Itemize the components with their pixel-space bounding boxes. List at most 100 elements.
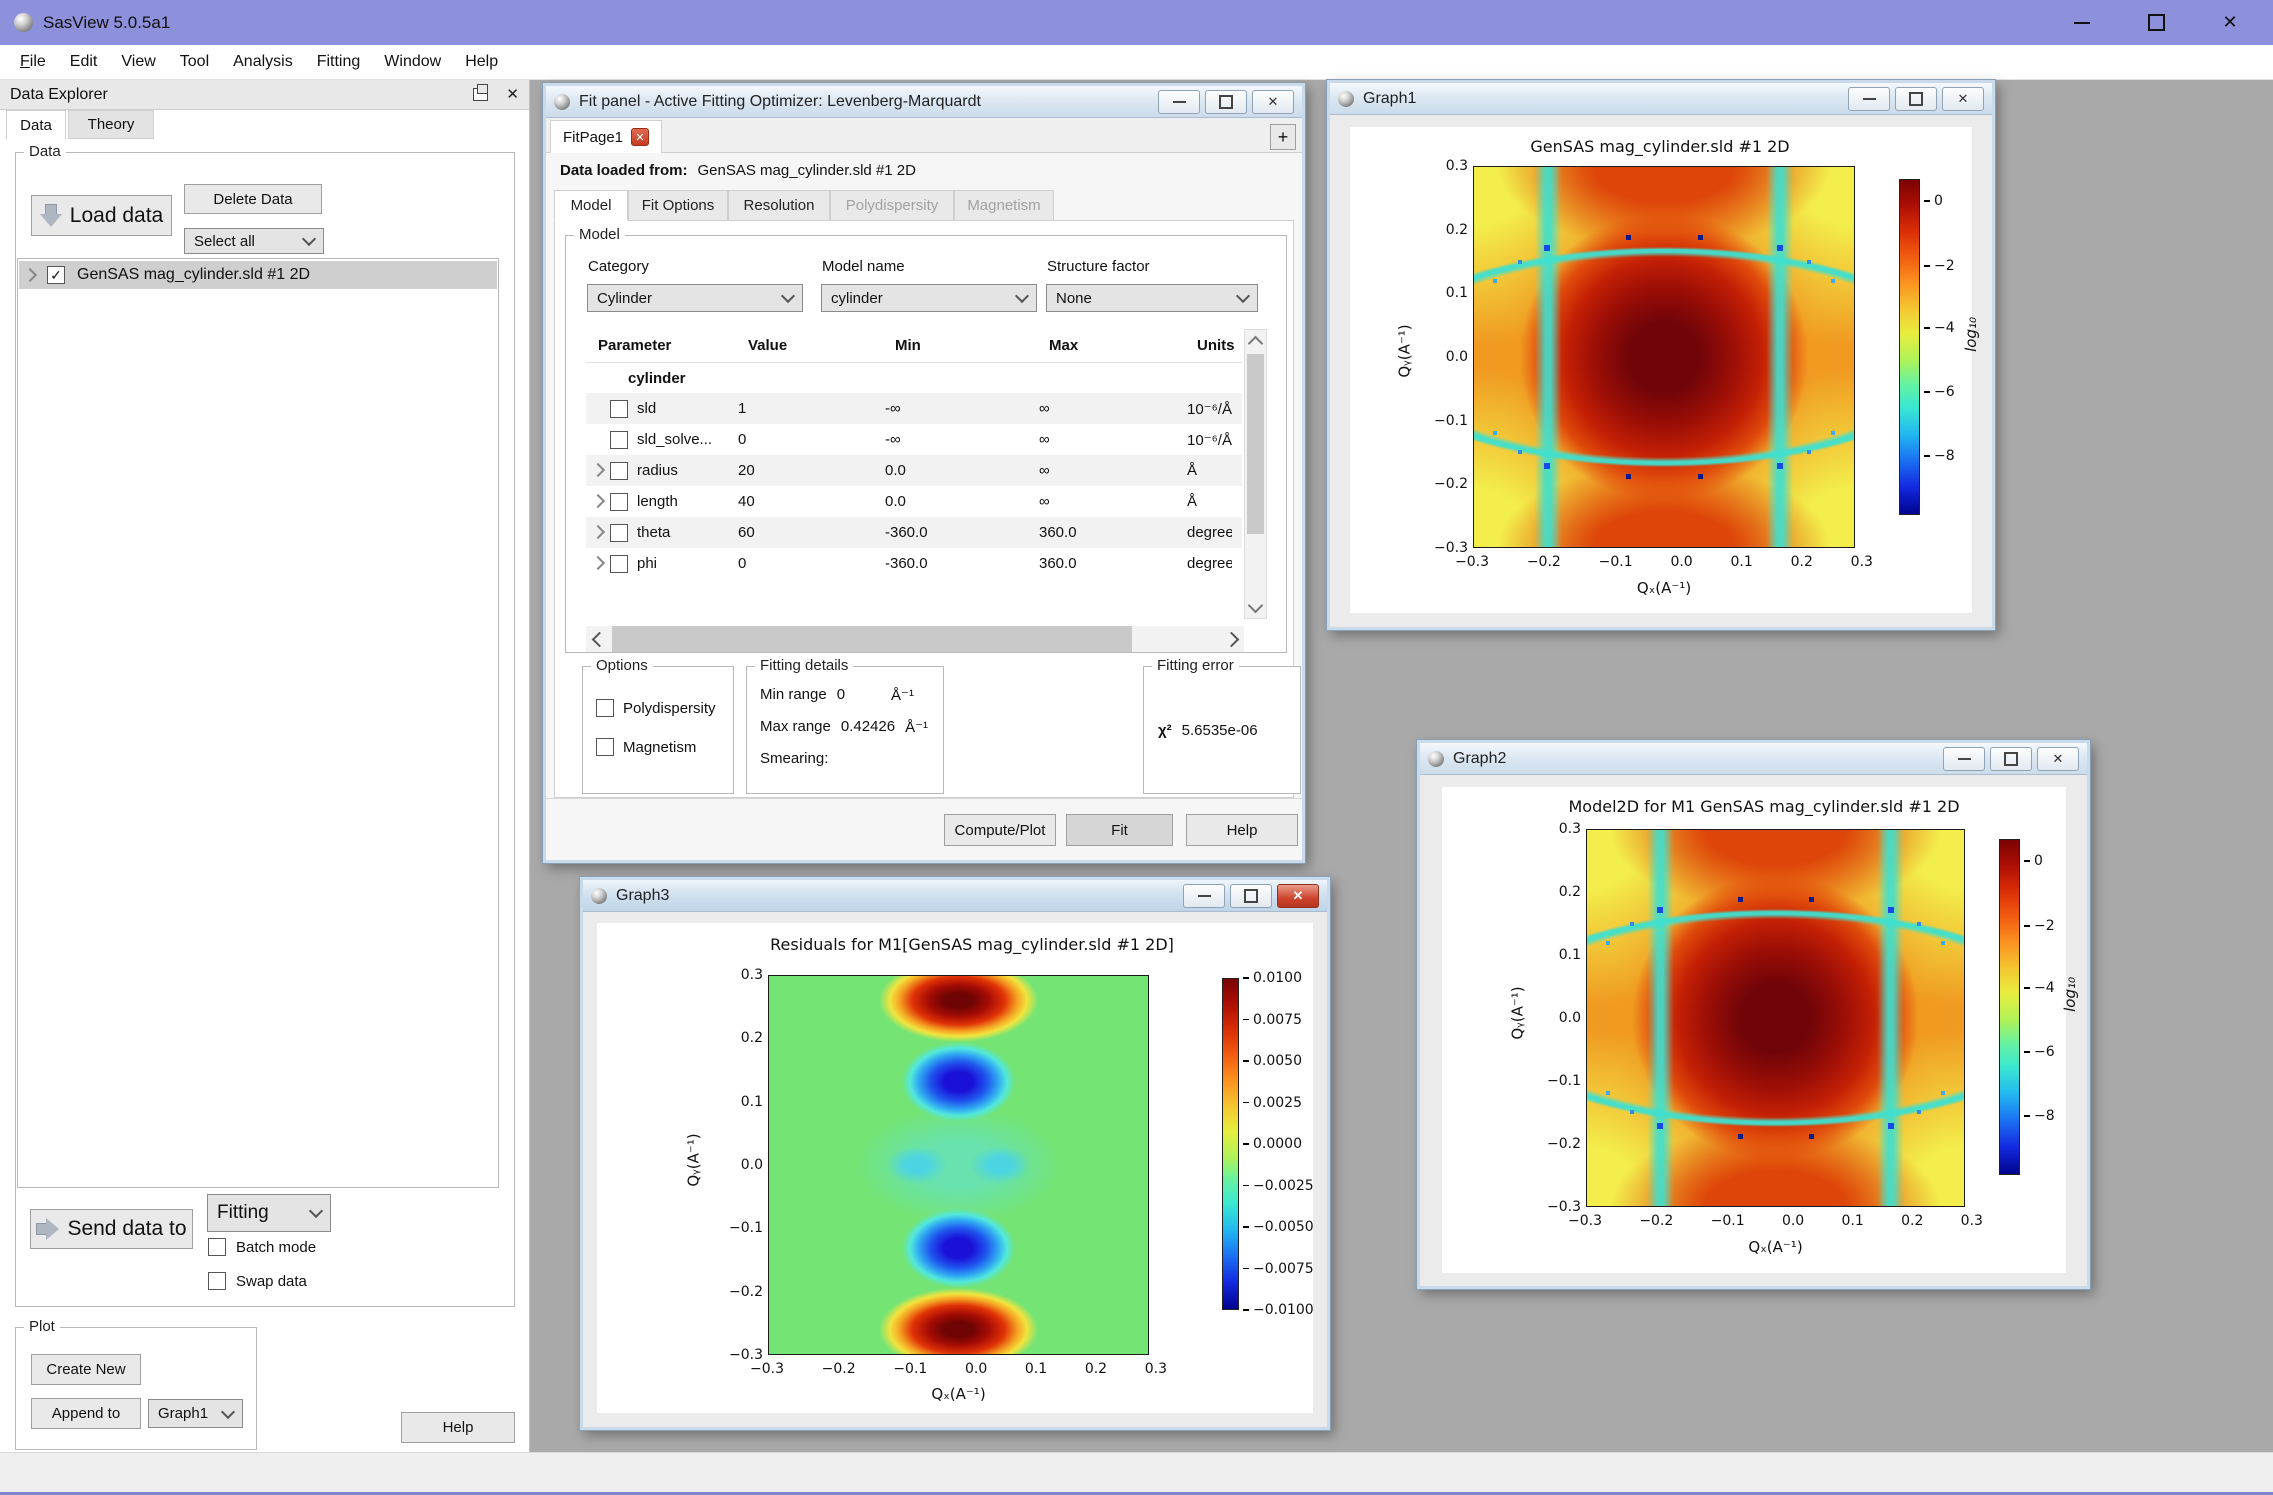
tab-theory[interactable]: Theory <box>68 110 154 139</box>
menu-tool[interactable]: Tool <box>179 53 210 70</box>
select-all-combo[interactable]: Select all <box>184 228 324 254</box>
tab-magnetism[interactable]: Magnetism <box>954 190 1054 221</box>
graph1-titlebar[interactable]: Graph1 ✕ <box>1330 83 1992 115</box>
expander-icon[interactable] <box>590 524 606 540</box>
minimize-icon[interactable] <box>1943 746 1985 771</box>
graph2-heatmap[interactable] <box>1586 829 1965 1207</box>
restore-icon[interactable] <box>1990 746 2032 771</box>
param-checkbox[interactable] <box>610 523 628 542</box>
fit-panel-titlebar[interactable]: Fit panel - Active Fitting Optimizer: Le… <box>546 86 1302 118</box>
param-row-radius[interactable]: radius 20 0.0 ∞ Å <box>586 455 1242 486</box>
table-vertical-scrollbar[interactable] <box>1244 329 1267 619</box>
scrollbar-thumb[interactable] <box>1247 354 1264 534</box>
fit-button[interactable]: Fit <box>1066 814 1173 846</box>
menu-file[interactable]: File <box>20 53 46 70</box>
tab-fit-options[interactable]: Fit Options <box>628 190 728 221</box>
close-tab-icon[interactable]: ✕ <box>631 128 650 146</box>
data-explorer-title: Data Explorer <box>10 85 108 103</box>
chevron-down-icon <box>1014 288 1030 304</box>
menu-help[interactable]: Help <box>465 53 499 70</box>
expander-icon[interactable] <box>590 555 606 571</box>
graph2-window: Graph2 ✕ Model2D for M1 GenSAS mag_cylin… <box>1416 739 2091 1290</box>
tab-resolution[interactable]: Resolution <box>728 190 830 221</box>
structure-factor-combo[interactable]: None <box>1046 284 1258 312</box>
close-icon[interactable]: ✕ <box>1252 89 1294 114</box>
data-loaded-value: GenSAS mag_cylinder.sld #1 2D <box>697 162 916 179</box>
param-checkbox[interactable] <box>610 492 628 511</box>
graph2-titlebar[interactable]: Graph2 ✕ <box>1420 743 2087 775</box>
minimize-icon[interactable] <box>1848 86 1890 111</box>
polydispersity-option[interactable]: Polydispersity <box>596 699 716 717</box>
param-row-phi[interactable]: phi 0 -360.0 360.0 degrees <box>586 548 1242 579</box>
restore-icon[interactable] <box>1205 89 1247 114</box>
param-checkbox[interactable] <box>610 399 628 418</box>
expander-icon[interactable] <box>590 462 606 478</box>
batch-mode-option[interactable]: Batch mode <box>208 1238 316 1256</box>
minimize-icon[interactable] <box>2071 12 2093 34</box>
graph3-titlebar[interactable]: Graph3 ✕ <box>583 880 1327 912</box>
param-checkbox[interactable] <box>610 554 628 573</box>
menu-analysis[interactable]: Analysis <box>233 53 293 70</box>
scroll-up-icon[interactable] <box>1245 330 1266 352</box>
close-icon[interactable]: ✕ <box>2222 12 2238 32</box>
tab-model[interactable]: Model <box>554 190 628 221</box>
menu-fitting[interactable]: Fitting <box>316 53 361 70</box>
graph3-title: Graph3 <box>616 886 670 904</box>
tab-polydispersity[interactable]: Polydispersity <box>830 190 954 221</box>
magnetism-checkbox[interactable] <box>596 738 614 756</box>
add-fitpage-button[interactable]: + <box>1270 124 1296 150</box>
close-panel-icon[interactable]: ✕ <box>506 86 519 103</box>
param-row-theta[interactable]: theta 60 -360.0 360.0 degrees <box>586 517 1242 548</box>
restore-icon[interactable] <box>1895 86 1937 111</box>
fit-help-button[interactable]: Help <box>1186 814 1298 846</box>
close-icon[interactable]: ✕ <box>2037 746 2079 771</box>
table-horizontal-scrollbar[interactable] <box>586 626 1244 652</box>
float-panel-icon[interactable] <box>473 84 489 101</box>
send-target-combo[interactable]: Fitting <box>207 1194 331 1232</box>
param-row-length[interactable]: length 40 0.0 ∞ Å <box>586 486 1242 517</box>
expander-icon[interactable] <box>22 267 38 283</box>
param-row-sld-solvent[interactable]: sld_solve... 0 -∞ ∞ 10⁻⁶/Å² <box>586 424 1242 455</box>
send-data-button[interactable]: Send data to <box>30 1209 193 1249</box>
minimize-icon[interactable] <box>1158 89 1200 114</box>
param-checkbox[interactable] <box>610 461 628 480</box>
menu-edit[interactable]: Edit <box>69 53 98 70</box>
maximize-icon[interactable] <box>2145 12 2167 34</box>
tab-data[interactable]: Data <box>6 110 66 139</box>
close-icon[interactable]: ✕ <box>1277 883 1319 908</box>
load-data-button[interactable]: Load data <box>31 195 172 236</box>
tree-item-dataset[interactable]: ✓ GenSAS mag_cylinder.sld #1 2D <box>19 261 497 289</box>
category-label: Category <box>588 258 649 275</box>
param-row-sld[interactable]: sld 1 -∞ ∞ 10⁻⁶/Å² <box>586 393 1242 424</box>
menu-view[interactable]: View <box>121 53 156 70</box>
batch-mode-label: Batch mode <box>236 1238 317 1256</box>
param-checkbox[interactable] <box>610 430 628 449</box>
create-new-button[interactable]: Create New <box>31 1354 141 1385</box>
window-icon <box>1338 90 1354 107</box>
explorer-help-button[interactable]: Help <box>401 1412 515 1443</box>
expander-icon[interactable] <box>590 493 606 509</box>
swap-data-checkbox[interactable] <box>208 1272 226 1290</box>
menu-window[interactable]: Window <box>384 53 442 70</box>
delete-data-button[interactable]: Delete Data <box>184 184 322 214</box>
model-name-combo[interactable]: cylinder <box>821 284 1037 312</box>
scrollbar-thumb[interactable] <box>612 626 1132 652</box>
batch-mode-checkbox[interactable] <box>208 1238 226 1256</box>
close-icon[interactable]: ✕ <box>1942 86 1984 111</box>
append-to-button[interactable]: Append to <box>31 1398 141 1429</box>
scroll-right-icon[interactable] <box>1218 626 1244 652</box>
compute-plot-button[interactable]: Compute/Plot <box>944 814 1056 846</box>
dataset-checkbox[interactable]: ✓ <box>47 266 65 284</box>
scroll-left-icon[interactable] <box>586 626 612 652</box>
graph3-heatmap[interactable] <box>768 975 1149 1355</box>
swap-data-option[interactable]: Swap data <box>208 1272 307 1290</box>
category-combo[interactable]: Cylinder <box>587 284 803 312</box>
magnetism-option[interactable]: Magnetism <box>596 738 696 756</box>
restore-icon[interactable] <box>1230 883 1272 908</box>
append-target-combo[interactable]: Graph1 <box>148 1399 243 1428</box>
fitpage-tab[interactable]: FitPage1 ✕ <box>550 120 662 153</box>
minimize-icon[interactable] <box>1183 883 1225 908</box>
scroll-down-icon[interactable] <box>1245 596 1266 618</box>
polydispersity-checkbox[interactable] <box>596 699 614 717</box>
graph1-heatmap[interactable] <box>1473 166 1855 548</box>
